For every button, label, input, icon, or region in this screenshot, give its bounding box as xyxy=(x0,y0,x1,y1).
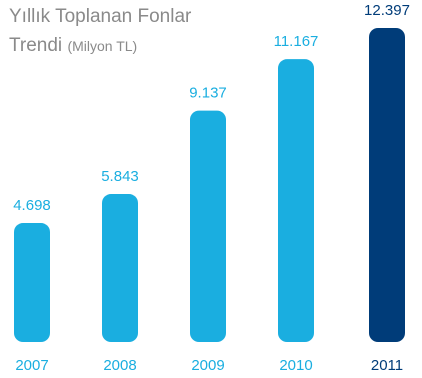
category-label-2008: 2008 xyxy=(103,357,136,374)
value-label-2009: 9.137 xyxy=(189,85,227,102)
value-label-2008: 5.843 xyxy=(101,168,139,185)
chart-title-unit: (Milyon TL) xyxy=(67,38,138,54)
bar-2010 xyxy=(278,59,314,343)
chart-title-line2: Trendi xyxy=(9,35,63,56)
category-label-2009: 2009 xyxy=(191,357,224,374)
category-label-2010: 2010 xyxy=(279,357,312,374)
chart-title-line1: Yıllık Toplanan Fonlar xyxy=(9,6,192,27)
bar-2009 xyxy=(190,110,226,342)
chart-title: Yıllık Toplanan Fonlar Trendi (Milyon TL… xyxy=(9,2,249,61)
value-label-2007: 4.698 xyxy=(13,197,51,214)
bar-2008 xyxy=(102,194,138,342)
bar-2011 xyxy=(369,28,405,342)
value-label-2011: 12.397 xyxy=(364,2,410,19)
bar-2007 xyxy=(14,223,50,342)
category-label-2007: 2007 xyxy=(15,357,48,374)
value-label-2010: 11.167 xyxy=(274,33,319,50)
category-label-2011: 2011 xyxy=(371,357,403,374)
